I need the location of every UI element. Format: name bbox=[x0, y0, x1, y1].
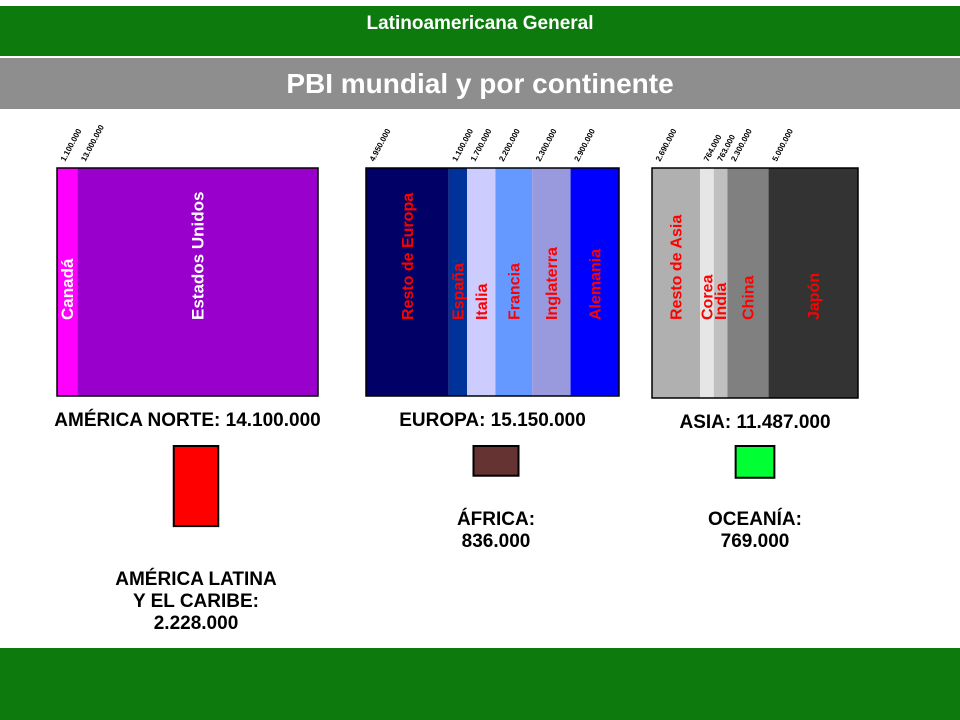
bar-america-latina-y-el-caribe bbox=[172, 445, 220, 528]
bar-oceania bbox=[734, 445, 776, 479]
bar-outline-asia bbox=[651, 167, 859, 399]
bar-segment-inglaterra bbox=[532, 168, 571, 396]
tick-label-estados-unidos: 13.000.000 bbox=[79, 123, 106, 163]
bar-segment-japon bbox=[768, 168, 858, 398]
total-label-europa: EUROPA: 15.150.000 bbox=[399, 410, 586, 431]
bar-segment-espana bbox=[448, 168, 468, 396]
segment-label-italia: Italia bbox=[474, 283, 491, 320]
bar-segment-francia bbox=[495, 168, 533, 396]
total-label-america-latina-y-el-caribe-line-1: AMÉRICA LATINA bbox=[115, 568, 277, 590]
segment-label-japon: Japón bbox=[806, 273, 823, 320]
bar-segment-estados-unidos bbox=[77, 168, 319, 396]
bar-segment-italia bbox=[467, 168, 496, 396]
footer-bar bbox=[0, 648, 960, 720]
segment-label-corea: Corea bbox=[700, 275, 717, 320]
header-bar: Latinoamericana General bbox=[0, 6, 960, 56]
tick-label-resto-de-asia: 2.690.000 bbox=[654, 127, 679, 163]
segment-label-india: India bbox=[713, 283, 730, 320]
tick-label-francia: 2.200.000 bbox=[497, 127, 522, 163]
total-label-africa-line-2: 836.000 bbox=[462, 531, 531, 552]
segment-label-espana: España bbox=[450, 263, 467, 320]
total-label-oceania-line-1: OCEANÍA: bbox=[708, 508, 802, 530]
total-label-america-latina-y-el-caribe-line-3: 2.228.000 bbox=[154, 613, 239, 634]
total-label-america-norte: AMÉRICA NORTE: 14.100.000 bbox=[54, 409, 320, 431]
bar-segment-alemania bbox=[570, 168, 619, 396]
total-label-africa-line-1: ÁFRICA: bbox=[457, 508, 535, 530]
bar-segment-india bbox=[713, 168, 728, 398]
bar-outline-europa bbox=[365, 167, 620, 397]
total-label-asia: ASIA: 11.487.000 bbox=[679, 412, 830, 433]
bar-segment-resto-de-asia bbox=[652, 168, 701, 398]
course-title: Latinoamericana General bbox=[366, 13, 594, 34]
bar-segment-canada bbox=[57, 168, 78, 396]
slide-title: PBI mundial y por continente bbox=[286, 68, 674, 99]
tick-label-japon: 5.000.000 bbox=[770, 127, 795, 163]
segment-label-canada: Canadá bbox=[58, 258, 77, 320]
tick-label-resto-de-europa: 4.950.000 bbox=[368, 127, 393, 163]
segment-label-alemania: Alemania bbox=[587, 249, 604, 320]
segment-label-francia: Francia bbox=[506, 263, 523, 320]
title-bar: PBI mundial y por continente bbox=[0, 58, 960, 109]
tick-label-inglaterra: 2.300.000 bbox=[534, 127, 559, 163]
segment-label-china: China bbox=[741, 275, 758, 320]
segment-label-resto-de-europa: Resto de Europa bbox=[400, 193, 417, 320]
bar-africa bbox=[472, 445, 520, 477]
bar-segment-china bbox=[727, 168, 769, 398]
segment-label-resto-de-asia: Resto de Asia bbox=[669, 215, 686, 320]
total-label-oceania-line-2: 769.000 bbox=[721, 531, 790, 552]
bar-segment-corea bbox=[700, 168, 714, 398]
tick-label-alemania: 2.900.000 bbox=[572, 127, 597, 163]
segment-label-inglaterra: Inglaterra bbox=[544, 247, 561, 320]
bar-segment-resto-de-europa bbox=[366, 168, 449, 396]
segment-label-estados-unidos: Estados Unidos bbox=[189, 192, 208, 320]
bar-outline-america-norte bbox=[56, 167, 319, 397]
total-label-america-latina-y-el-caribe-line-2: Y EL CARIBE: bbox=[133, 591, 259, 612]
